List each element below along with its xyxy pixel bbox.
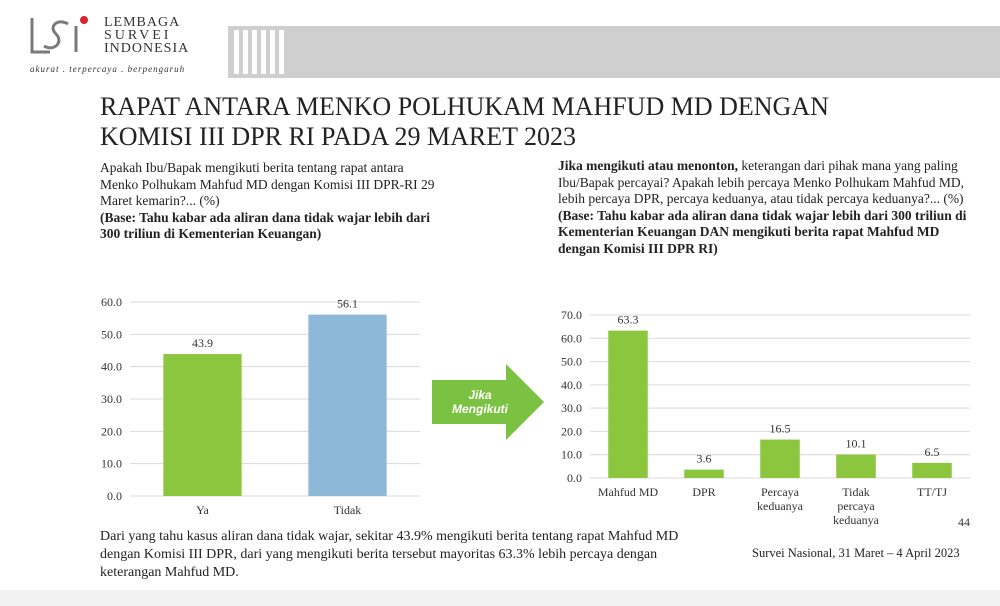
chart-trust: 0.0 10.0 20.0 30.0 40.0 50.0 60.0 70.0 63.3 Mahfu… [561, 308, 970, 527]
lsi-logo: LEMBAGA SURVEI INDONESIA [28, 12, 218, 82]
bar [760, 439, 800, 478]
y-tick-label: 30.0 [561, 401, 582, 415]
y-tick-label: 10.0 [101, 457, 122, 471]
bar [163, 354, 242, 496]
bar [836, 454, 876, 478]
right-question-base: (Base: Tahu kabar ada aliran dana tidak … [558, 207, 967, 256]
x-tick-label: TT/TJ [917, 485, 947, 499]
y-tick-label: 40.0 [101, 360, 122, 374]
x-tick-label: Tidak [842, 485, 870, 499]
x-tick-label: keduanya [757, 499, 804, 513]
x-tick-label: Mahfud MD [598, 485, 659, 499]
chart-follow-news: 0.0 10.0 20.0 30.0 40.0 50.0 60.0 43.9 Ya 56.1 Tid… [101, 295, 420, 517]
y-tick-label: 60.0 [101, 295, 122, 309]
data-label: 63.3 [618, 313, 639, 327]
arrow-label: Jika Mengikuti [440, 388, 520, 416]
y-tick-label: 30.0 [101, 392, 122, 406]
y-tick-label: 40.0 [561, 378, 582, 392]
y-tick-label: 10.0 [561, 448, 582, 462]
y-tick-label: 20.0 [561, 424, 582, 438]
title-line-2: KOMISI III DPR RI PADA 29 MARET 2023 [100, 122, 576, 151]
data-label: 43.9 [192, 336, 213, 350]
logo-line-2: SURVEI [104, 28, 172, 43]
bar [308, 314, 387, 496]
left-question-base: (Base: Tahu kabar ada aliran dana tidak … [100, 209, 430, 242]
data-label: 6.5 [925, 445, 940, 459]
data-label: 3.6 [697, 452, 712, 466]
x-tick-label: Percaya [761, 485, 800, 499]
arrow-label-line-1: Jika [468, 388, 492, 402]
data-label: 56.1 [337, 297, 358, 311]
header-decoration [228, 26, 1000, 78]
y-tick-label: 50.0 [561, 355, 582, 369]
y-tick-label: 60.0 [561, 331, 582, 345]
y-tick-label: 0.0 [567, 471, 582, 485]
lsi-logo-mark [30, 16, 88, 54]
x-tick-label: Ya [196, 503, 209, 517]
arrow-label-line-2: Mengikuti [452, 402, 508, 416]
logo-line-1: LEMBAGA [104, 15, 181, 30]
logo-tagline: akurat . terpercaya . berpengaruh [30, 64, 186, 74]
y-tick-label: 20.0 [101, 424, 122, 438]
right-question: Jika mengikuti atau menonton, keterangan… [558, 158, 978, 257]
left-question-text: Apakah Ibu/Bapak mengikuti berita tentan… [100, 160, 435, 208]
x-tick-label: percaya [837, 499, 875, 513]
arrow-icon [432, 364, 544, 440]
bar [684, 469, 724, 478]
survey-source: Survei Nasional, 31 Maret – 4 April 2023 [752, 546, 960, 560]
title-line-1: RAPAT ANTARA MENKO POLHUKAM MAHFUD MD DE… [100, 92, 829, 121]
x-tick-label: keduanya [833, 513, 880, 527]
bar [912, 462, 952, 478]
page-title: RAPAT ANTARA MENKO POLHUKAM MAHFUD MD DE… [100, 92, 900, 152]
right-question-lead: Jika mengikuti atau menonton, [558, 158, 739, 173]
right-question-text: Jika mengikuti atau menonton, keterangan… [558, 158, 978, 208]
x-tick-label: DPR [692, 485, 715, 499]
x-tick-label: Tidak [334, 503, 362, 517]
y-tick-label: 70.0 [561, 308, 582, 322]
page-number: 44 [958, 515, 970, 529]
slide: LEMBAGA SURVEI INDONESIA akurat . terper… [0, 0, 1000, 590]
left-question: Apakah Ibu/Bapak mengikuti berita tentan… [100, 160, 445, 243]
y-tick-label: 0.0 [107, 489, 122, 503]
y-tick-label: 50.0 [101, 327, 122, 341]
data-label: 10.1 [846, 436, 867, 450]
footer-summary: Dari yang tahu kasus aliran dana tidak w… [100, 529, 679, 580]
logo-line-3: INDONESIA [104, 41, 190, 56]
bar [608, 330, 648, 478]
data-label: 16.5 [770, 422, 791, 436]
logo-text: LEMBAGA SURVEI INDONESIA [104, 15, 190, 56]
right-question-body: keterangan dari pihak mana yang paling I… [558, 158, 965, 206]
